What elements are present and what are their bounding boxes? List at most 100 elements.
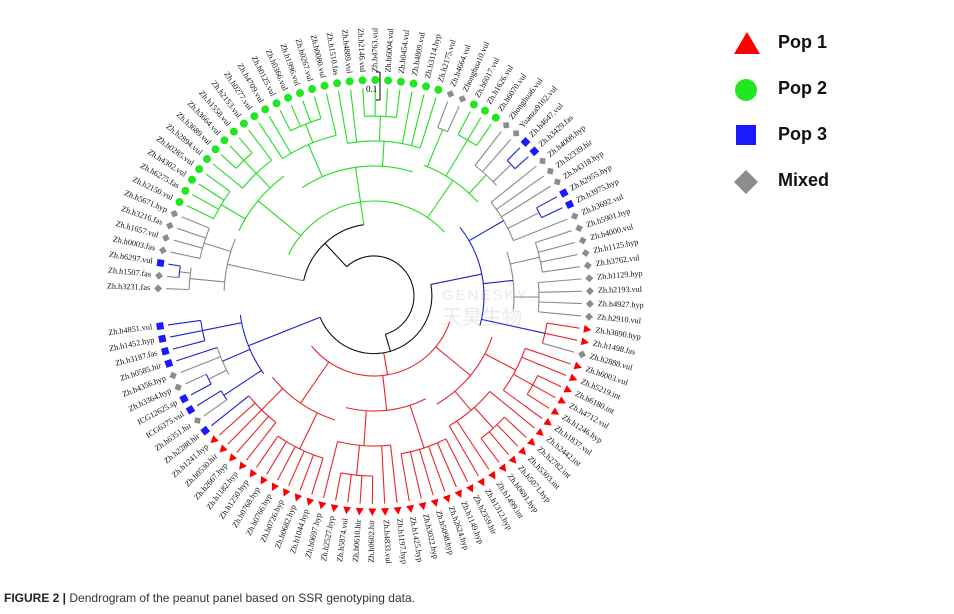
clade-1-1-link-1: [381, 141, 385, 167]
leaf-branch: [544, 332, 578, 341]
leaf-branch: [502, 389, 543, 419]
gray-diamond-icon: [194, 417, 201, 424]
red-triangle-icon: [442, 494, 451, 503]
leaf-branch: [540, 253, 578, 263]
leaf-branch: [456, 420, 490, 470]
red-triangle-icon: [260, 476, 268, 485]
gray-diamond-icon: [155, 271, 163, 280]
leaf-branch: [532, 384, 556, 399]
leaf-branch: [538, 278, 582, 284]
figure-caption-text: Dendrogram of the peanut panel based on …: [66, 591, 415, 605]
clade-3-0-link-1: [454, 390, 472, 411]
leaf-branch: [205, 173, 231, 192]
leaf-branch: [445, 438, 469, 483]
legend-label-pop2: Pop 2: [778, 78, 828, 98]
gray-diamond-icon: [585, 287, 594, 296]
gray-diamond-icon: [170, 210, 178, 218]
watermark: GENESKY 天昊生物: [442, 287, 527, 329]
blue-square-icon: [200, 425, 211, 436]
root-arc-center: [346, 255, 415, 335]
leaf-label: Zh.h4851.vul: [108, 322, 154, 337]
leaf-branch: [410, 93, 425, 146]
red-triangle-icon: [318, 501, 327, 510]
clade-3-1-arc: [345, 398, 426, 412]
legend: Pop 1 Pop 2 Pop 3 Mixed: [732, 28, 932, 212]
clade-3-0-1-link-0: [473, 407, 494, 429]
red-triangle-icon: [271, 482, 279, 491]
leaf-branch: [390, 445, 398, 503]
green-circle-icon: [229, 127, 238, 136]
leaf-branch: [198, 183, 225, 201]
gray-diamond-icon: [166, 221, 174, 230]
clade-2-link-2: [481, 318, 546, 334]
clade-3-1-link-1: [363, 410, 367, 446]
green-circle-icon: [434, 85, 443, 94]
red-triangle-icon: [508, 455, 517, 464]
clade-3-2-link-1: [261, 388, 284, 411]
leaf-branch: [536, 196, 558, 209]
leaf-label: Zh.h2146.vul: [356, 28, 367, 73]
gray-diamond-icon: [585, 312, 593, 321]
clade-3-arc: [311, 322, 451, 377]
red-triangle-icon: [229, 453, 238, 462]
leaf-branch: [537, 375, 562, 388]
leaf-label: Zh.h6297.vul: [108, 250, 154, 266]
clade-2-0-link-0: [507, 212, 540, 229]
leaf-branch: [347, 474, 352, 503]
leaf-branch: [359, 475, 363, 504]
red-triangle-icon: [406, 504, 414, 513]
scale-bar: 0.1: [366, 70, 386, 109]
leaf-label: Zh.h1510.fas: [325, 32, 341, 76]
clade-4-link-2: [202, 322, 242, 332]
leaf-branch: [196, 390, 222, 407]
red-triangle-icon: [568, 373, 578, 381]
leaf-branch: [541, 207, 563, 219]
red-triangle-icon: [306, 497, 315, 506]
leaf-label: Zh.h4833.vul: [382, 519, 393, 564]
leaf-branch: [190, 383, 212, 396]
blue-square-icon: [158, 334, 167, 343]
green-circle-icon: [358, 76, 367, 85]
leaf-branch: [203, 399, 228, 417]
leaf-branch: [185, 373, 207, 385]
leaf-label: Zh.h2527.hyp: [319, 515, 336, 562]
green-circle-icon: [409, 79, 418, 88]
clade-1-0-1-link-0: [243, 160, 257, 174]
red-triangle-icon: [527, 437, 536, 446]
leaf-branch: [277, 446, 296, 481]
leaf-branch: [448, 425, 479, 477]
leaf-branch: [542, 266, 580, 273]
leaf-branch: [302, 100, 312, 123]
leaf-branch: [521, 356, 567, 377]
green-circle-icon: [469, 100, 478, 109]
gray-diamond-icon: [547, 167, 554, 175]
red-triangle-icon: [294, 493, 303, 502]
leaf-branch: [546, 322, 580, 329]
clade-1-2-2-link-0: [492, 164, 512, 183]
clade-1-0-link-0: [220, 204, 246, 220]
red-triangle-icon: [517, 446, 527, 455]
green-circle-icon: [320, 81, 329, 90]
green-circle-icon: [333, 79, 342, 88]
gray-diamond-icon: [158, 246, 167, 255]
clade-3-link-2: [300, 361, 330, 404]
leaf-branch: [255, 435, 279, 468]
leaf-branch: [401, 91, 413, 144]
red-triangle-icon: [249, 469, 258, 478]
leaf-branch: [490, 165, 537, 203]
leaf-branch: [419, 97, 437, 149]
leaf-label: Zh.h6004.vul: [383, 27, 395, 72]
red-triangle-icon: [466, 483, 474, 493]
red-triangle-icon: [430, 498, 439, 507]
leaf-branch: [325, 93, 337, 136]
leaf-label: Zh.h0454.vul: [397, 29, 411, 75]
blue-square-icon: [164, 358, 174, 368]
root-link-2: [430, 273, 482, 285]
green-circle-icon: [188, 175, 196, 184]
leaf-label: Zh.h3231.fas: [107, 282, 151, 293]
root-link-0: [227, 263, 304, 282]
clade-0-arc: [223, 238, 236, 291]
leaf-branch: [166, 275, 179, 279]
leaf-branch: [290, 104, 301, 127]
leaf-branch: [313, 96, 322, 119]
